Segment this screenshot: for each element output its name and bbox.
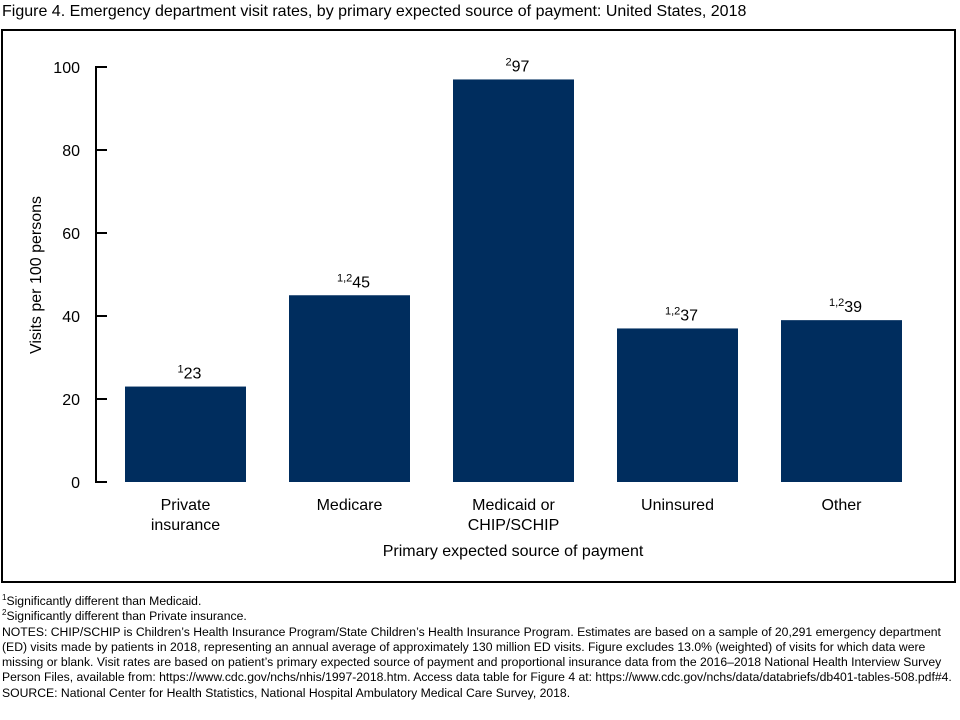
data-label-value: 45 xyxy=(352,274,370,291)
footnote-1: 1Significantly different than Medicaid. xyxy=(2,594,958,609)
x-axis-title: Primary expected source of payment xyxy=(383,543,644,560)
footnote-1-mark: 1 xyxy=(2,593,7,602)
x-tick-label: Uninsured xyxy=(641,497,714,514)
bar xyxy=(781,320,902,482)
data-label-superscript: 1 xyxy=(178,364,184,376)
data-label-value: 39 xyxy=(844,299,862,316)
x-tick-label: Medicare xyxy=(317,497,383,514)
y-tick-label: 60 xyxy=(62,226,80,243)
footnote-2: 2Significantly different than Private in… xyxy=(2,609,958,624)
bar xyxy=(453,79,574,482)
bar xyxy=(125,386,246,482)
bar xyxy=(289,295,410,482)
y-tick-label: 100 xyxy=(53,60,80,77)
x-tick-label: Private xyxy=(161,497,211,514)
data-label: 1,245 xyxy=(337,272,370,291)
data-label-superscript: 1,2 xyxy=(829,297,844,309)
footnotes: 1Significantly different than Medicaid. … xyxy=(2,594,958,701)
data-label: 123 xyxy=(178,364,202,383)
notes-text: NOTES: CHIP/SCHIP is Children’s Health I… xyxy=(2,624,952,685)
footnote-2-text: Significantly different than Private ins… xyxy=(6,609,247,624)
x-tick-label: Medicaid or xyxy=(472,497,555,514)
footnote-2-mark: 2 xyxy=(2,608,7,618)
data-label: 1,237 xyxy=(665,305,698,324)
data-label-value: 37 xyxy=(680,307,698,324)
data-label-value: 97 xyxy=(512,58,530,75)
footnote-1-text: Significantly different than Medicaid. xyxy=(6,594,202,608)
bar-chart: 0 20 40 60 80 100 Visits per 100 persons 123 Pri… xyxy=(28,56,902,560)
x-tick-label: CHIP/SCHIP xyxy=(468,517,560,534)
y-tick-label: 40 xyxy=(62,309,80,326)
x-tick-label: insurance xyxy=(151,517,220,534)
data-label-superscript: 1,2 xyxy=(665,305,680,317)
data-label: 297 xyxy=(506,56,530,75)
data-label: 1,239 xyxy=(829,297,862,316)
y-tick-label: 20 xyxy=(62,392,80,409)
bar xyxy=(617,328,738,482)
x-tick-label: Other xyxy=(821,497,862,514)
y-axis-title: Visits per 100 persons xyxy=(28,196,45,354)
chart-title: Figure 4. Emergency department visit rat… xyxy=(2,3,747,20)
y-tick-label: 0 xyxy=(71,475,80,492)
data-label-superscript: 2 xyxy=(506,56,512,68)
data-label-superscript: 1,2 xyxy=(337,272,352,284)
data-label-value: 23 xyxy=(184,366,202,383)
y-tick-label: 80 xyxy=(62,143,80,160)
source-text: SOURCE: National Center for Health Stati… xyxy=(2,685,571,700)
chart-frame xyxy=(1,29,956,583)
